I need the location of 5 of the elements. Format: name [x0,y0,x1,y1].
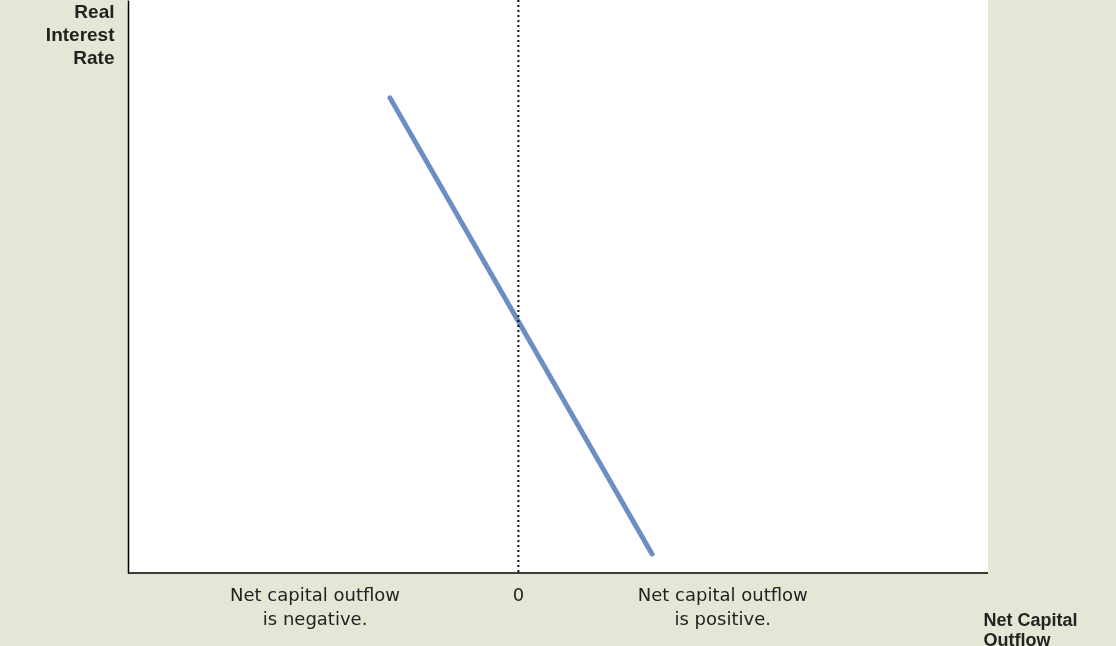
y-axis-title: Real Interest Rate [45,0,116,68]
text: Net capital outflow is positive. [637,584,808,629]
text: 0 [512,584,525,605]
text: Net capital outflow is negative. [230,584,401,629]
x-axis-title: Net Capital Outflow [983,609,1078,646]
